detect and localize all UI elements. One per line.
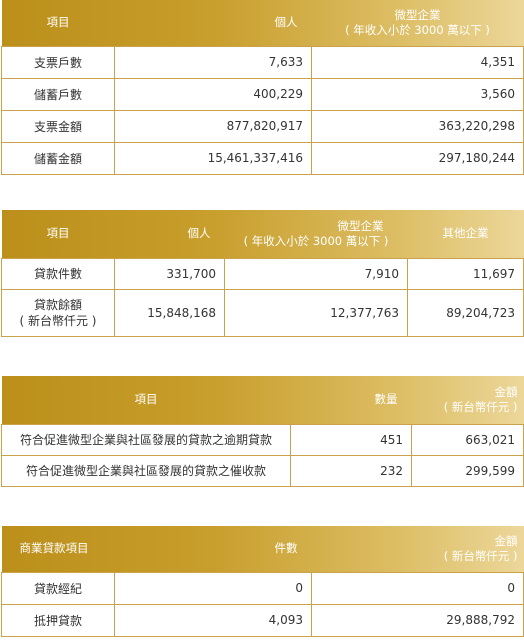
cell-qty: 232 <box>290 454 412 487</box>
cell-personal: 331,700 <box>114 257 225 290</box>
cell-micro: 12,377,763 <box>224 288 408 337</box>
header-personal: 個人 <box>274 15 298 30</box>
table-row: 貸款經紀 0 0 <box>1 571 524 605</box>
row-label-unit: ( 新台幣仟元 ) <box>19 313 97 328</box>
header-other: 其他企業 <box>442 226 489 241</box>
cell-other: 89,204,723 <box>407 288 524 337</box>
row-label: 貸款經紀 <box>1 571 115 605</box>
header-count: 件數 <box>274 541 298 556</box>
header-personal: 個人 <box>187 226 211 241</box>
cell-personal: 7,633 <box>114 45 312 79</box>
cell-micro: 3,560 <box>311 77 524 111</box>
header-qty: 數量 <box>374 392 398 407</box>
header-micro-note: ( 年收入小於 3000 萬以下 ) <box>243 233 389 248</box>
table-row: 貸款件數 331,700 7,910 11,697 <box>1 257 524 290</box>
row-label: 貸款餘額 ( 新台幣仟元 ) <box>1 288 115 337</box>
table-row: 抵押貸款 4,093 29,888,792 <box>1 603 524 637</box>
header-micro: 微型企業 ( 年收入小於 3000 萬以下 ) <box>225 210 408 258</box>
header-micro: 微型企業 ( 年收入小於 3000 萬以下 ) <box>312 0 524 46</box>
loan-table: 項目 個人 微型企業 ( 年收入小於 3000 萬以下 ) 其他企業 貸款件數 … <box>1 210 524 337</box>
cell-count: 0 <box>114 571 312 605</box>
table-row: 儲蓄金額 15,461,337,416 297,180,244 <box>1 141 524 175</box>
table-row: 符合促進微型企業與社區發展的貸款之催收款 232 299,599 <box>1 454 524 487</box>
cell-personal: 400,229 <box>114 77 312 111</box>
cell-micro: 363,220,298 <box>311 109 524 143</box>
deposit-table: 項目 個人 微型企業 ( 年收入小於 3000 萬以下 ) 支票戶數 7,633… <box>1 0 524 175</box>
row-label-main: 貸款件數 <box>33 267 82 281</box>
table-row: 支票金額 877,820,917 363,220,298 <box>1 109 524 143</box>
cell-amount: 29,888,792 <box>311 603 524 637</box>
header-amount-unit: ( 新台幣仟元 ) <box>443 548 518 563</box>
header-micro-note: ( 年收入小於 3000 萬以下 ) <box>345 22 490 37</box>
cell-amount: 299,599 <box>411 454 524 487</box>
row-label: 符合促進微型企業與社區發展的貸款之催收款 <box>1 454 291 487</box>
cell-other: 11,697 <box>407 257 524 290</box>
table-header: 商業貸款項目 件數 金額 ( 新台幣仟元 ) <box>1 526 524 572</box>
cell-amount: 0 <box>311 571 524 605</box>
row-label: 抵押貸款 <box>1 603 115 637</box>
table-header: 項目 個人 微型企業 ( 年收入小於 3000 萬以下 ) 其他企業 <box>1 210 524 258</box>
table-header: 項目 數量 金額 ( 新台幣仟元 ) <box>1 376 524 424</box>
cell-count: 4,093 <box>114 603 312 637</box>
table-row: 儲蓄戶數 400,229 3,560 <box>1 77 524 111</box>
commercial-loan-table: 商業貸款項目 件數 金額 ( 新台幣仟元 ) 貸款經紀 0 0 抵押貸款 4,0… <box>1 526 524 637</box>
row-label-main: 貸款餘額 <box>33 297 82 312</box>
header-amount-unit: ( 新台幣仟元 ) <box>443 399 518 414</box>
header-item: 項目 <box>134 392 158 407</box>
header-micro-title: 微型企業 <box>394 7 441 22</box>
header-amount: 金額 ( 新台幣仟元 ) <box>312 526 524 572</box>
header-item: 項目 <box>46 15 70 30</box>
row-label: 符合促進微型企業與社區發展的貸款之逾期貸款 <box>1 423 291 456</box>
row-label: 貸款件數 <box>1 257 115 290</box>
cell-personal: 15,461,337,416 <box>114 141 312 175</box>
header-micro-title: 微型企業 <box>337 218 384 233</box>
row-label: 支票戶數 <box>1 45 115 79</box>
overdue-table: 項目 數量 金額 ( 新台幣仟元 ) 符合促進微型企業與社區發展的貸款之逾期貸款… <box>1 376 524 487</box>
cell-personal: 877,820,917 <box>114 109 312 143</box>
cell-micro: 4,351 <box>311 45 524 79</box>
header-item: 項目 <box>46 226 70 241</box>
table-row: 貸款餘額 ( 新台幣仟元 ) 15,848,168 12,377,763 89,… <box>1 288 524 337</box>
header-amount-title: 金額 <box>494 384 518 399</box>
header-amount-title: 金額 <box>494 533 518 548</box>
cell-personal: 15,848,168 <box>114 288 225 337</box>
cell-amount: 663,021 <box>411 423 524 456</box>
cell-micro: 297,180,244 <box>311 141 524 175</box>
row-label: 儲蓄戶數 <box>1 77 115 111</box>
header-item: 商業貸款項目 <box>19 541 89 556</box>
cell-micro: 7,910 <box>224 257 408 290</box>
row-label: 支票金額 <box>1 109 115 143</box>
row-label: 儲蓄金額 <box>1 141 115 175</box>
table-row: 符合促進微型企業與社區發展的貸款之逾期貸款 451 663,021 <box>1 423 524 456</box>
table-row: 支票戶數 7,633 4,351 <box>1 45 524 79</box>
header-amount: 金額 ( 新台幣仟元 ) <box>412 376 524 424</box>
table-header: 項目 個人 微型企業 ( 年收入小於 3000 萬以下 ) <box>1 0 524 46</box>
cell-qty: 451 <box>290 423 412 456</box>
